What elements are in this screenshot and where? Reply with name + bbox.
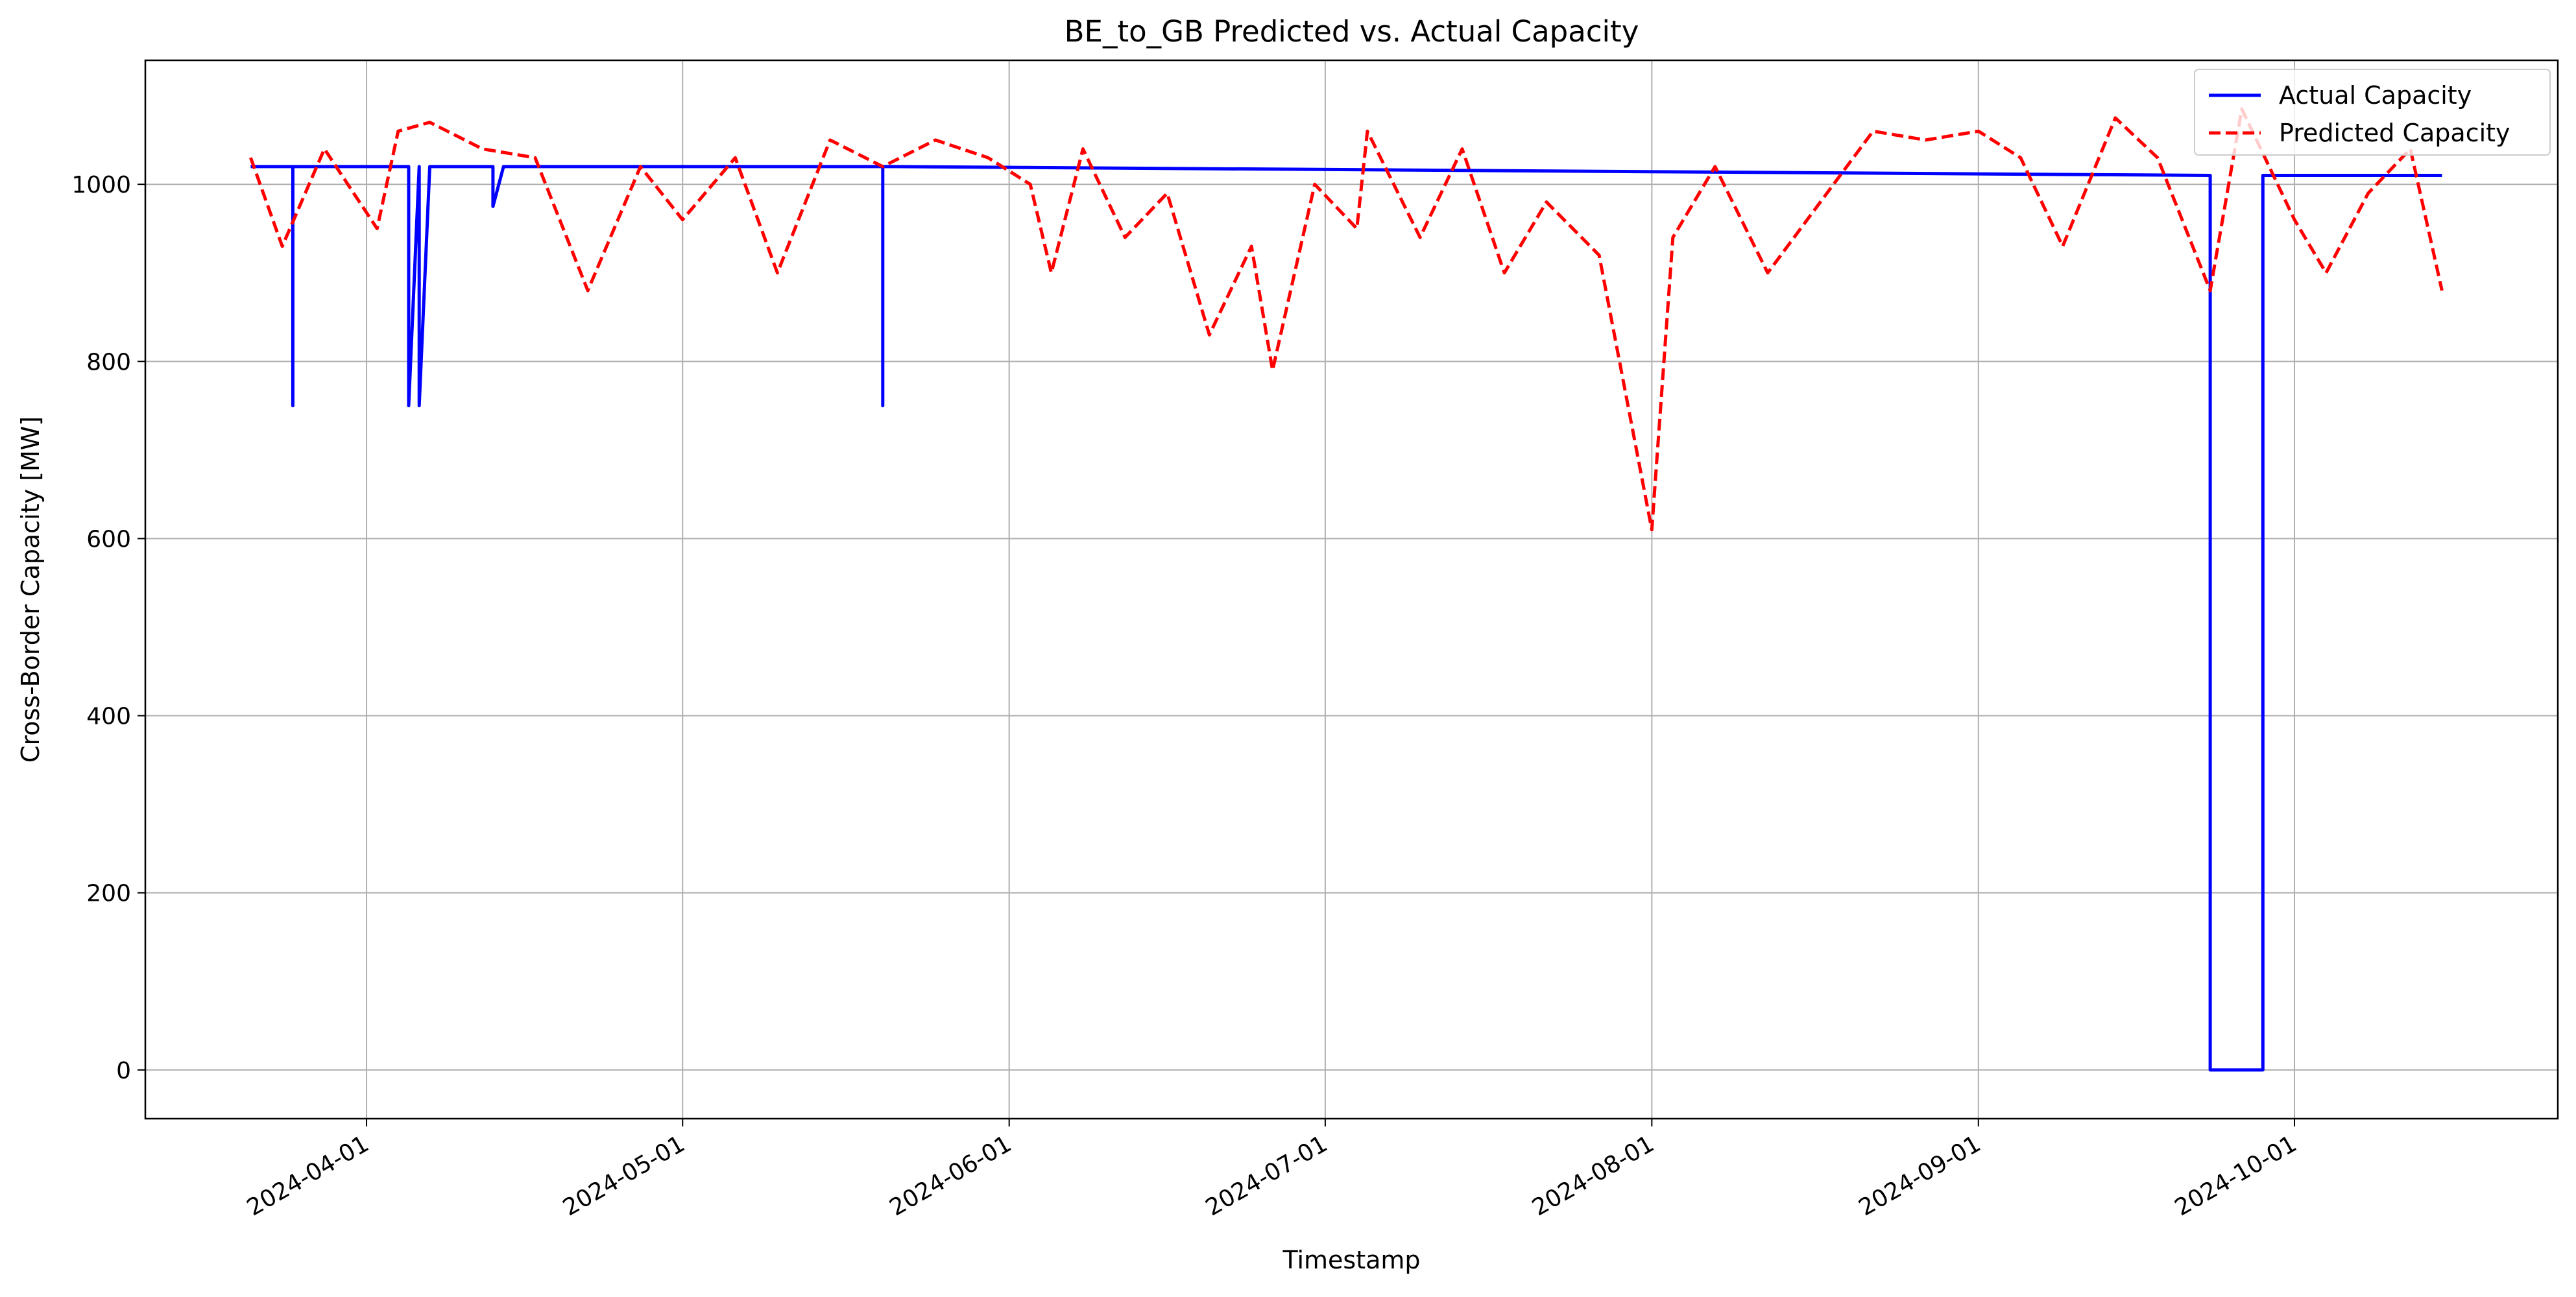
y-tick-label: 200 — [86, 881, 131, 907]
chart-title: BE_to_GB Predicted vs. Actual Capacity — [1065, 14, 1639, 49]
y-tick-label: 800 — [86, 349, 131, 375]
y-tick-label: 0 — [116, 1058, 131, 1084]
grid-lines — [145, 60, 2558, 1119]
legend: Actual Capacity Predicted Capacity — [2194, 69, 2551, 156]
legend-box — [2194, 69, 2551, 156]
y-tick-label: 400 — [86, 704, 131, 730]
legend-entry-predicted: Predicted Capacity — [2279, 119, 2510, 147]
series-group — [249, 107, 2444, 1072]
legend-entry-actual: Actual Capacity — [2279, 81, 2472, 110]
x-axis-label: Timestamp — [1282, 1246, 1420, 1274]
y-tick-label: 1000 — [71, 172, 131, 198]
y-axis-label: Cross-Border Capacity [MW] — [16, 416, 45, 763]
actual-capacity-line — [250, 165, 2442, 1072]
plot-frame — [144, 59, 2559, 1120]
predicted-capacity-line — [249, 107, 2444, 532]
y-tick-label: 600 — [86, 526, 131, 553]
